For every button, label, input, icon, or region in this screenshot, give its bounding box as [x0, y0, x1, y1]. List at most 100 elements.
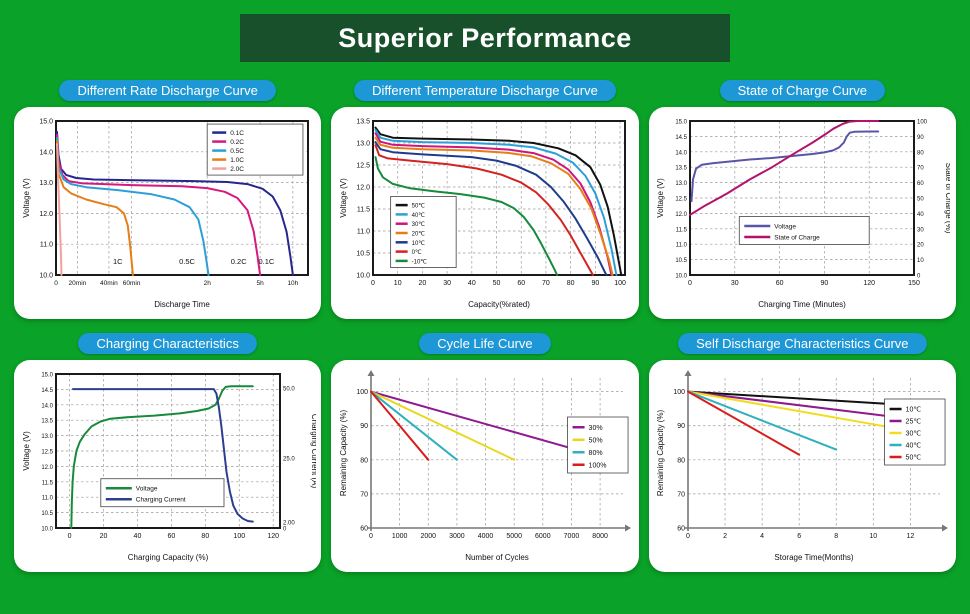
svg-text:2000: 2000 — [420, 533, 436, 540]
svg-text:12.5: 12.5 — [356, 163, 370, 170]
chart-title-pill: Different Rate Discharge Curve — [59, 80, 276, 101]
svg-text:30℃: 30℃ — [412, 222, 426, 228]
svg-text:90: 90 — [678, 423, 686, 430]
svg-text:40min: 40min — [100, 280, 118, 287]
svg-text:5h: 5h — [256, 280, 264, 287]
svg-text:10: 10 — [917, 258, 924, 264]
svg-text:30: 30 — [731, 280, 739, 287]
svg-text:13.0: 13.0 — [676, 181, 688, 187]
svg-text:11.5: 11.5 — [676, 227, 688, 233]
svg-text:20℃: 20℃ — [412, 232, 426, 238]
svg-text:12.0: 12.0 — [39, 211, 53, 218]
svg-text:12.0: 12.0 — [41, 465, 53, 471]
svg-text:State of Charge: State of Charge — [775, 234, 821, 241]
svg-text:11.0: 11.0 — [40, 242, 53, 249]
svg-text:0: 0 — [67, 533, 71, 540]
svg-text:0: 0 — [283, 527, 287, 533]
svg-text:Voltage (V): Voltage (V) — [656, 178, 665, 218]
svg-text:Storage Time(Months): Storage Time(Months) — [775, 553, 854, 562]
svg-text:70: 70 — [360, 491, 368, 498]
svg-text:10.0: 10.0 — [676, 274, 688, 280]
svg-text:0: 0 — [54, 280, 58, 287]
svg-text:4: 4 — [760, 533, 764, 540]
svg-text:0.5C: 0.5C — [179, 257, 195, 266]
svg-text:10h: 10h — [287, 280, 298, 287]
svg-text:4000: 4000 — [478, 533, 494, 540]
svg-text:70: 70 — [678, 491, 686, 498]
svg-text:40℃: 40℃ — [412, 213, 426, 219]
svg-text:60: 60 — [678, 526, 686, 533]
svg-text:State of Charge (%): State of Charge (%) — [944, 163, 950, 234]
different-rate-discharge-chart: 0 20min 40min 60min 2h 5h 10h 10.0 11.0 12.0 13.0 1… — [22, 119, 309, 309]
svg-text:Voltage (V): Voltage (V) — [22, 178, 31, 218]
svg-text:50: 50 — [917, 197, 924, 203]
chart-title-pill: Self Discharge Characteristics Curve — [678, 333, 927, 354]
chart-title: Different Temperature Discharge Curve — [372, 83, 598, 98]
svg-text:25℃: 25℃ — [906, 419, 922, 426]
svg-text:1C: 1C — [113, 257, 123, 266]
svg-text:20: 20 — [917, 243, 924, 249]
svg-text:10.0: 10.0 — [41, 527, 53, 533]
svg-text:Voltage (V): Voltage (V) — [339, 178, 348, 218]
svg-text:Charging Capacity (%): Charging Capacity (%) — [127, 553, 208, 562]
svg-text:Remaining Capacity (%): Remaining Capacity (%) — [339, 410, 348, 497]
svg-text:11.0: 11.0 — [676, 243, 688, 249]
chart-card: 0 20min 40min 60min 2h 5h 10h 10.0 11.0 12.0 13.0 1… — [14, 107, 322, 319]
chart-card: 0 30 60 90 120 150 10.0 10.5 11.0 11.5 12.0 12.5 13.… — [648, 107, 956, 319]
charts-row-top: Different Rate Discharge Curve 0 20min 40m… — [0, 80, 970, 319]
svg-text:90: 90 — [917, 135, 924, 141]
svg-text:10.5: 10.5 — [676, 258, 688, 264]
svg-text:80: 80 — [201, 533, 209, 540]
svg-text:30: 30 — [917, 227, 924, 233]
svg-text:25.0: 25.0 — [283, 457, 295, 463]
svg-text:0.2C: 0.2C — [230, 139, 244, 146]
svg-text:15.0: 15.0 — [41, 373, 53, 379]
svg-text:10.0: 10.0 — [356, 273, 370, 280]
svg-text:60: 60 — [917, 181, 924, 187]
svg-text:100: 100 — [917, 120, 928, 126]
svg-text:100%: 100% — [589, 462, 607, 469]
svg-text:70: 70 — [917, 166, 924, 172]
svg-text:2h: 2h — [203, 280, 211, 287]
svg-text:150: 150 — [908, 280, 920, 287]
svg-text:2.0C: 2.0C — [230, 166, 244, 173]
svg-text:90: 90 — [360, 423, 368, 430]
svg-text:12.0: 12.0 — [676, 212, 688, 218]
svg-text:Capacity(%rated): Capacity(%rated) — [468, 300, 530, 309]
chart-column: Different Rate Discharge Curve 0 20min 40m… — [14, 80, 322, 319]
chart-title-pill: Different Temperature Discharge Curve — [354, 80, 616, 101]
svg-text:11.0: 11.0 — [41, 496, 53, 502]
charts-row-bottom: Charging Characteristics 0 20 40 60 80 100 120… — [0, 333, 970, 572]
svg-text:2.00: 2.00 — [283, 520, 295, 526]
svg-text:0.5C: 0.5C — [230, 148, 244, 155]
svg-text:6000: 6000 — [535, 533, 551, 540]
svg-text:Voltage: Voltage — [775, 223, 797, 230]
svg-text:5000: 5000 — [506, 533, 522, 540]
svg-text:0: 0 — [369, 533, 373, 540]
svg-text:-10℃: -10℃ — [412, 259, 428, 265]
svg-text:0: 0 — [917, 274, 921, 280]
different-temperature-discharge-chart: 0 10 20 30 40 50 60 70 80 90 100 10.0 10.5 11.0 11.5 12… — [339, 119, 626, 310]
chart-title-pill: State of Charge Curve — [719, 80, 885, 101]
svg-text:0.1C: 0.1C — [258, 257, 274, 266]
svg-text:80%: 80% — [589, 450, 603, 457]
chart-title: State of Charge Curve — [737, 83, 867, 98]
svg-text:12.5: 12.5 — [676, 197, 688, 203]
svg-text:8: 8 — [835, 533, 839, 540]
svg-text:50℃: 50℃ — [906, 455, 922, 462]
chart-title-pill: Charging Characteristics — [78, 333, 257, 354]
svg-text:Remaining Capacity (%): Remaining Capacity (%) — [656, 410, 665, 497]
chart-card: 0 10 20 30 40 50 60 70 80 90 100 10.0 10.5 11.0 11.5 12… — [331, 107, 639, 319]
svg-text:80: 80 — [917, 150, 924, 156]
svg-text:40: 40 — [133, 533, 141, 540]
state-of-charge-chart: 0 30 60 90 120 150 10.0 10.5 11.0 11.5 12.0 12.5 13.… — [656, 120, 950, 310]
chart-card: 0 20 40 60 80 100 120 10.0 10.5 11.0 11.5 12.0 12.5 1… — [14, 360, 322, 572]
svg-text:14.0: 14.0 — [39, 149, 53, 156]
svg-text:90: 90 — [821, 280, 829, 287]
svg-text:50℃: 50℃ — [412, 204, 426, 210]
svg-text:1.0C: 1.0C — [230, 157, 244, 164]
svg-text:10℃: 10℃ — [906, 407, 922, 414]
svg-text:13.0: 13.0 — [356, 141, 370, 148]
svg-text:Voltage (V): Voltage (V) — [22, 431, 31, 471]
